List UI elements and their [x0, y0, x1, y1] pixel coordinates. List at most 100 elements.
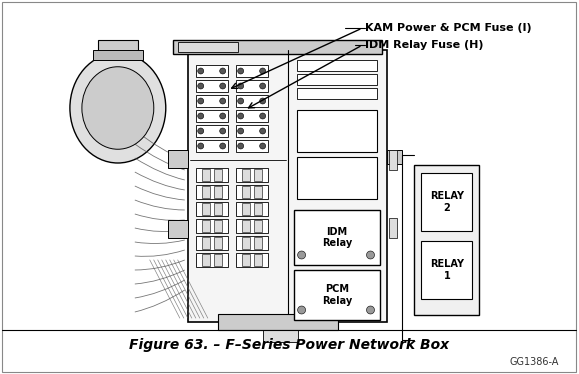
Circle shape	[238, 68, 244, 74]
Circle shape	[198, 83, 204, 89]
Bar	[236, 95, 267, 107]
Bar	[201, 237, 210, 249]
Circle shape	[367, 306, 375, 314]
Bar	[236, 202, 267, 216]
Circle shape	[238, 113, 244, 119]
Circle shape	[198, 143, 204, 149]
Circle shape	[238, 83, 244, 89]
Text: KAM Power & PCM Fuse (I): KAM Power & PCM Fuse (I)	[365, 23, 531, 33]
Bar	[236, 168, 267, 182]
Circle shape	[219, 98, 226, 104]
Bar	[241, 186, 250, 198]
Bar	[173, 40, 383, 54]
Circle shape	[198, 68, 204, 74]
Text: IDM Relay Fuse (H): IDM Relay Fuse (H)	[365, 40, 483, 50]
Circle shape	[219, 128, 226, 134]
Bar	[254, 186, 262, 198]
Circle shape	[219, 113, 226, 119]
Bar	[201, 186, 210, 198]
Circle shape	[198, 128, 204, 134]
Text: Figure 63. – F–Series Power Network Box: Figure 63. – F–Series Power Network Box	[129, 338, 449, 352]
Bar	[387, 150, 402, 164]
Bar	[236, 80, 267, 92]
Bar	[294, 270, 380, 320]
Bar	[218, 314, 338, 330]
Bar	[296, 157, 378, 199]
Bar	[201, 169, 210, 181]
Circle shape	[259, 113, 266, 119]
Bar	[196, 80, 228, 92]
Bar	[263, 330, 298, 342]
Bar	[214, 186, 222, 198]
Bar	[196, 236, 228, 250]
Bar	[254, 203, 262, 215]
Circle shape	[238, 128, 244, 134]
Bar	[93, 50, 143, 60]
Bar	[168, 220, 188, 238]
Ellipse shape	[82, 67, 154, 149]
Text: IDM
Relay: IDM Relay	[322, 227, 352, 248]
Bar	[254, 237, 262, 249]
Bar	[254, 169, 262, 181]
Bar	[422, 173, 472, 231]
Circle shape	[298, 251, 306, 259]
Bar	[214, 169, 222, 181]
Bar	[241, 237, 250, 249]
Circle shape	[198, 98, 204, 104]
Bar	[254, 220, 262, 232]
Circle shape	[298, 306, 306, 314]
Circle shape	[219, 83, 226, 89]
Circle shape	[259, 128, 266, 134]
Bar	[196, 65, 228, 77]
Bar	[241, 220, 250, 232]
Bar	[236, 219, 267, 233]
Bar	[296, 88, 378, 99]
Bar	[196, 95, 228, 107]
Bar	[196, 253, 228, 267]
Bar	[294, 210, 380, 265]
Circle shape	[259, 83, 266, 89]
Text: GG1386-A: GG1386-A	[510, 357, 559, 367]
Text: PCM
Relay: PCM Relay	[322, 284, 352, 306]
Circle shape	[219, 68, 226, 74]
Bar	[296, 74, 378, 85]
Circle shape	[259, 143, 266, 149]
Bar	[201, 220, 210, 232]
Bar	[214, 220, 222, 232]
Bar	[236, 185, 267, 199]
Bar	[196, 110, 228, 122]
Bar	[236, 236, 267, 250]
Bar	[241, 203, 250, 215]
Bar	[201, 254, 210, 266]
Circle shape	[367, 251, 375, 259]
Ellipse shape	[70, 53, 166, 163]
Bar	[236, 125, 267, 137]
Bar	[201, 203, 210, 215]
Bar	[422, 241, 472, 299]
Bar	[214, 237, 222, 249]
Bar	[196, 185, 228, 199]
Bar	[236, 110, 267, 122]
Bar	[296, 60, 378, 71]
Bar	[196, 140, 228, 152]
Bar	[236, 65, 267, 77]
Bar	[236, 140, 267, 152]
Bar	[214, 254, 222, 266]
Bar	[390, 218, 397, 238]
Bar	[241, 254, 250, 266]
Circle shape	[238, 98, 244, 104]
Circle shape	[238, 143, 244, 149]
Bar	[188, 50, 387, 322]
Bar	[196, 125, 228, 137]
Bar	[241, 169, 250, 181]
Text: RELAY
2: RELAY 2	[430, 191, 464, 213]
Text: RELAY
1: RELAY 1	[430, 259, 464, 281]
Bar	[254, 254, 262, 266]
Circle shape	[219, 143, 226, 149]
Bar	[178, 42, 238, 52]
Bar	[296, 110, 378, 152]
Circle shape	[198, 113, 204, 119]
Bar	[196, 202, 228, 216]
Bar	[236, 253, 267, 267]
Bar	[196, 168, 228, 182]
